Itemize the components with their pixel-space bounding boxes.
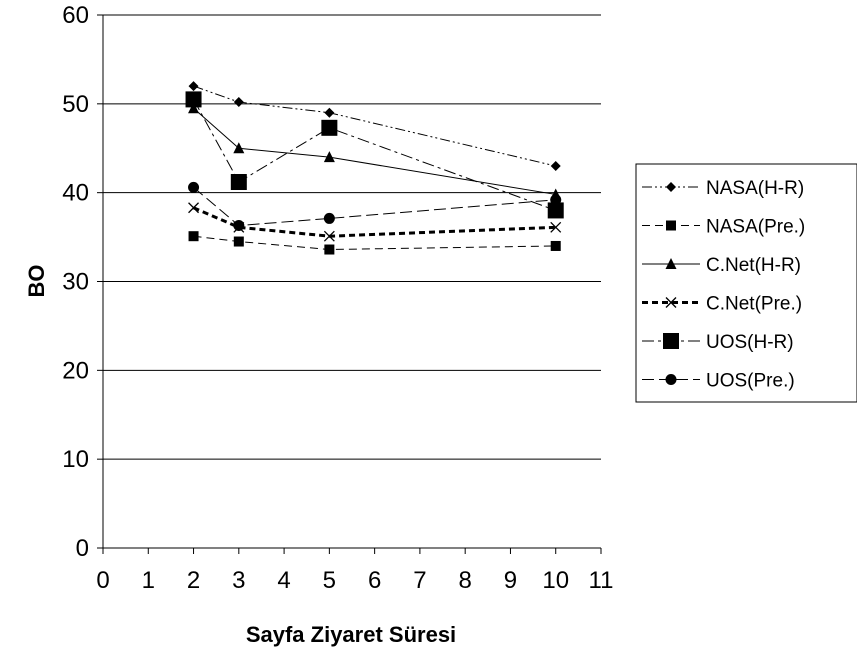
series-3-point-3 xyxy=(550,221,562,233)
series-0 xyxy=(188,81,561,172)
legend-swatch-marker-4 xyxy=(663,333,679,349)
series-1 xyxy=(188,231,561,255)
series-0-point-0 xyxy=(188,81,199,92)
legend-label-5: UOS(Pre.) xyxy=(706,371,795,392)
series-0-point-3 xyxy=(550,161,561,172)
series-3-point-0 xyxy=(188,202,200,214)
x-tick-label-9: 9 xyxy=(504,567,517,594)
legend-swatch-marker-2 xyxy=(665,258,677,269)
series-5-point-2 xyxy=(323,212,335,224)
series-4-point-0 xyxy=(185,91,202,108)
series-1-point-0 xyxy=(188,231,199,242)
legend-swatch-marker-0 xyxy=(666,182,676,192)
legend-swatch-marker-1 xyxy=(666,220,676,231)
series-4 xyxy=(185,91,564,219)
series-5-point-1 xyxy=(233,220,245,232)
x-tick-label-4: 4 xyxy=(277,567,290,594)
series-1-point-2 xyxy=(324,244,335,255)
series-1-point-1 xyxy=(233,236,244,247)
series-3-point-2 xyxy=(323,230,335,242)
x-tick-label-1: 1 xyxy=(142,567,155,594)
series-4-line xyxy=(193,99,556,211)
series-group xyxy=(185,81,564,255)
series-0-line xyxy=(193,85,556,167)
series-1-point-3 xyxy=(550,240,561,251)
series-3-point-3-stroke-b xyxy=(550,221,562,233)
y-tick-label-4: 40 xyxy=(62,180,89,207)
legend-label-0: NASA(H-R) xyxy=(706,178,804,199)
legend-label-4: UOS(H-R) xyxy=(706,332,794,353)
legend-item-2: C.Net(H-R) xyxy=(642,255,801,276)
y-axis-title: BO xyxy=(24,265,49,298)
x-tick-label-8: 8 xyxy=(459,567,472,594)
x-tick-label-2: 2 xyxy=(187,567,200,594)
legend: NASA(H-R) NASA(Pre.) C.Net(H-R) C.Net(Pre.)… xyxy=(635,163,857,403)
axes: 0 10 20 30 40 50 60 0 1 2 3 4 5 6 7 8 9 10 11 xyxy=(62,2,613,594)
series-5 xyxy=(188,181,562,232)
y-tick-label-6: 60 xyxy=(62,2,89,29)
series-2-point-2 xyxy=(323,151,335,163)
legend-swatch-marker-3-stroke-b xyxy=(665,297,677,308)
legend-item-5: UOS(Pre.) xyxy=(642,371,795,392)
y-tick-label-1: 10 xyxy=(62,446,89,473)
legend-item-3: C.Net(Pre.) xyxy=(642,294,802,315)
x-tick-label-11: 11 xyxy=(589,567,614,594)
x-tick-label-5: 5 xyxy=(323,567,336,594)
series-5-point-3 xyxy=(550,194,562,206)
series-5-point-0 xyxy=(188,181,200,193)
series-1-line xyxy=(193,235,556,251)
legend-swatch-marker-3 xyxy=(665,297,677,308)
x-tick-label-3: 3 xyxy=(232,567,245,594)
y-tick-label-5: 50 xyxy=(62,91,89,118)
legend-swatch-marker-5 xyxy=(665,374,677,385)
series-3 xyxy=(188,202,562,242)
legend-label-1: NASA(Pre.) xyxy=(706,217,805,238)
gridlines xyxy=(103,14,601,460)
series-0-point-1 xyxy=(233,97,244,108)
x-tick-label-10: 10 xyxy=(542,567,569,594)
series-4-point-1 xyxy=(230,174,247,191)
series-3-point-0-stroke-b xyxy=(188,202,200,214)
x-tick-label-0: 0 xyxy=(96,567,109,594)
series-3-point-2-stroke-b xyxy=(323,230,335,242)
series-3-line xyxy=(192,206,556,238)
x-axis-title: Sayfa Ziyaret Süresi xyxy=(246,622,456,647)
legend-item-0: NASA(H-R) xyxy=(642,178,804,199)
series-4-point-3 xyxy=(547,202,564,219)
y-tick-label-3: 30 xyxy=(62,269,89,296)
legend-item-1: NASA(Pre.) xyxy=(642,217,805,238)
y-tick-label-2: 20 xyxy=(62,357,89,384)
legend-label-3: C.Net(Pre.) xyxy=(706,294,802,315)
legend-item-4: UOS(H-R) xyxy=(642,332,794,353)
series-0-point-2 xyxy=(324,107,335,118)
series-2-line xyxy=(193,107,556,195)
series-4-point-2 xyxy=(321,119,338,136)
legend-label-2: C.Net(H-R) xyxy=(706,255,801,276)
series-5-line xyxy=(193,186,556,227)
series-2-point-1 xyxy=(233,142,245,154)
legend-box xyxy=(635,163,857,403)
x-tick-label-7: 7 xyxy=(413,567,426,594)
x-tick-label-6: 6 xyxy=(368,567,381,594)
series-2-point-0 xyxy=(188,102,200,114)
y-tick-label-0: 0 xyxy=(76,535,89,562)
